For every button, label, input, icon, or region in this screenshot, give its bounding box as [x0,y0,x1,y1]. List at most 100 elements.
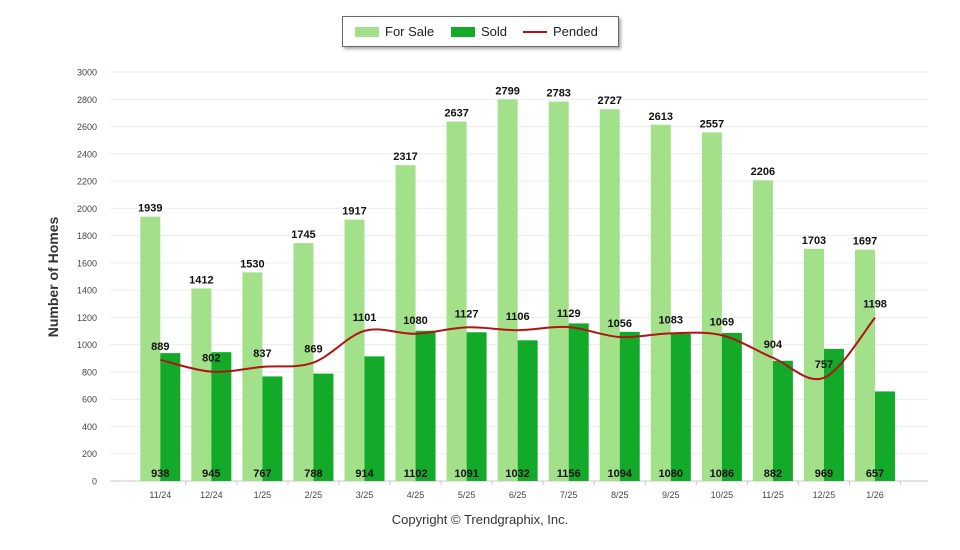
sold-bar [619,331,640,481]
for-sale-bar [701,132,722,481]
y-tick-label: 1400 [77,286,97,296]
for-sale-value-label: 1939 [138,203,162,215]
sold-value-label: 1080 [659,468,683,480]
for-sale-bar [446,121,467,481]
sold-bar [875,391,895,481]
x-tick-label: 12/24 [200,490,223,500]
for-sale-value-label: 2206 [751,166,775,178]
for-sale-bar [140,216,161,482]
for-sale-bar [548,101,569,481]
y-tick-label: 200 [82,449,97,459]
y-axis-label: Number of Homes [45,217,61,338]
for-sale-bar [599,109,620,482]
sold-bar [211,352,232,481]
for-sale-swatch [355,26,379,37]
x-tick-label: 8/25 [611,490,629,500]
y-tick-label: 1600 [77,258,97,268]
legend-label-sold: Sold [481,24,508,39]
pended-value-label: 1083 [659,314,683,326]
x-tick-label: 5/25 [458,490,476,500]
for-sale-bar [855,249,875,481]
for-sale-bar [191,288,212,481]
for-sale-bar [344,219,365,482]
for-sale-value-label: 2637 [444,107,468,119]
x-tick-label: 1/26 [866,490,884,500]
pended-value-label: 1129 [557,308,581,320]
y-tick-label: 2400 [77,149,97,159]
sold-bar [568,323,589,481]
sold-value-label: 938 [151,468,169,480]
pended-value-label: 889 [151,341,169,353]
x-tick-label: 12/25 [813,490,836,500]
x-tick-label: 1/25 [254,490,272,500]
for-sale-bar [395,165,416,481]
pended-line-layer [160,317,876,381]
x-tick-label: 9/25 [662,490,680,500]
for-sale-value-label: 2317 [393,151,417,163]
x-tick-label: 11/24 [149,490,171,500]
pended-line [160,317,876,381]
for-sale-value-label: 1917 [342,206,366,218]
sold-value-label: 945 [202,468,220,480]
sold-bar [160,353,181,481]
y-tick-label: 1800 [77,231,97,241]
x-tick-label: 7/25 [560,490,578,500]
pended-value-label: 1127 [455,308,479,320]
for-sale-bar [803,248,824,481]
y-tick-label: 2600 [77,122,97,132]
pended-value-label: 802 [202,353,220,365]
x-tick-label: 11/25 [762,490,784,500]
x-tick-label: 6/25 [509,490,527,500]
for-sale-bar [293,243,314,481]
pended-value-label: 1106 [506,311,530,323]
for-sale-value-label: 1703 [802,235,826,247]
pended-value-label: 1056 [608,318,632,330]
legend-item-for-sale: For Sale [355,17,434,46]
bars [140,99,895,482]
y-tick-label: 1000 [77,340,97,350]
sold-value-label: 767 [253,468,271,480]
legend-label-pended: Pended [553,24,598,39]
for-sale-value-label: 1697 [853,236,877,248]
pended-value-label: 1198 [863,299,887,311]
for-sale-value-label: 1412 [189,274,213,286]
for-sale-value-label: 2727 [598,95,622,107]
pended-value-label: 757 [815,359,833,371]
legend: For Sale Sold Pended [342,16,619,47]
sold-value-label: 882 [764,468,782,480]
pended-swatch [523,30,547,33]
sold-bar [670,333,691,481]
y-tick-label: 2800 [77,95,97,105]
pended-value-label: 869 [304,344,322,356]
sold-value-label: 1094 [608,468,633,480]
legend-item-pended: Pended [523,17,598,46]
sold-value-label: 1156 [557,468,581,480]
sold-value-label: 657 [866,468,884,480]
sold-value-label: 1032 [505,468,529,480]
for-sale-value-label: 2783 [546,88,570,100]
pended-value-label: 904 [764,339,783,351]
sold-value-label: 914 [355,468,374,480]
x-tick-label: 3/25 [356,490,374,500]
pended-value-label: 837 [253,348,271,360]
sold-bar [364,356,385,481]
legend-label-for-sale: For Sale [385,24,435,39]
y-tick-label: 3000 [77,68,97,78]
pended-value-label: 1080 [403,315,427,327]
for-sale-value-label: 1745 [291,229,315,241]
sold-value-label: 1086 [710,468,734,480]
for-sale-bar [242,272,263,481]
for-sale-bar [752,180,773,482]
y-tick-label: 400 [82,422,97,432]
y-tick-label: 0 [92,477,97,487]
x-tick-label: 4/25 [407,490,425,500]
for-sale-value-label: 2557 [700,118,724,130]
sold-bar [466,332,487,481]
sold-swatch [451,26,475,37]
sold-value-label: 1102 [404,468,428,480]
sold-bar [823,348,844,481]
for-sale-bar [650,124,671,482]
y-tick-label: 1200 [77,313,97,323]
x-tick-label: 2/25 [305,490,323,500]
